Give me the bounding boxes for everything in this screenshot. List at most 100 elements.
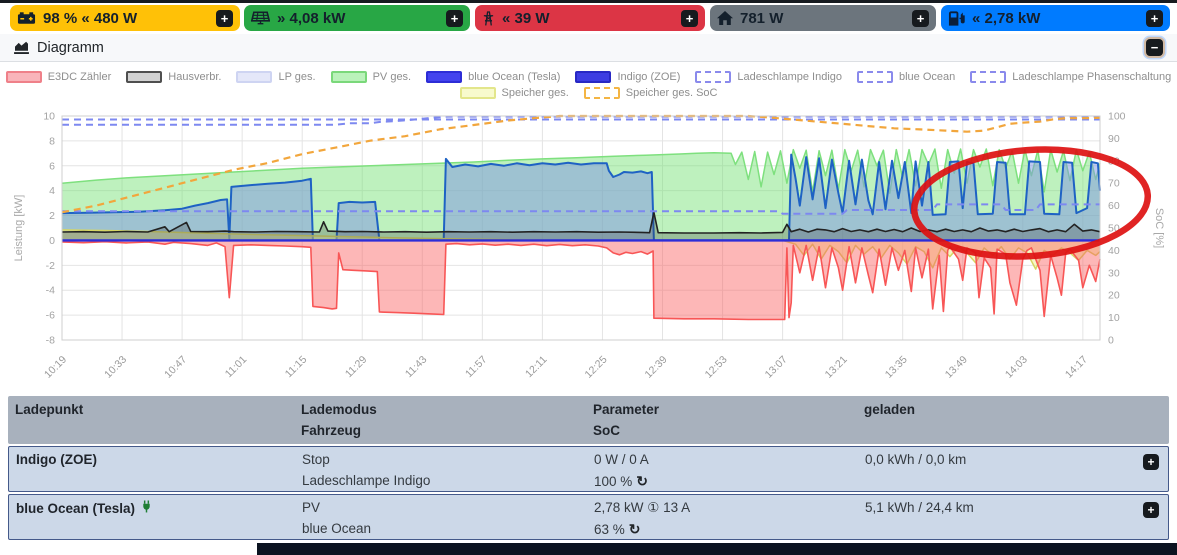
x-tick: 13:35: [883, 354, 910, 381]
footer-bar: [257, 543, 1177, 555]
x-tick: 14:03: [1003, 354, 1030, 381]
legend-label: Speicher ges.: [501, 87, 569, 99]
y-left-tick: 4: [49, 185, 55, 197]
legend-item-speicher-ges[interactable]: Speicher ges.: [459, 87, 569, 99]
legend-item-blue-ocean-tesla[interactable]: blue Ocean (Tesla): [426, 71, 560, 83]
pv-badge-text: » 4,08 kW: [277, 9, 346, 27]
x-tick: 12:25: [582, 354, 609, 381]
refresh-soc-icon[interactable]: ↻: [636, 473, 649, 489]
grid-pylon-icon: [482, 10, 495, 26]
series-fill-e3dc: [62, 240, 1100, 320]
legend-item-indigo-zoe[interactable]: Indigo (ZOE): [575, 71, 680, 83]
house-badge-expand-button[interactable]: +: [912, 9, 929, 27]
legend-item-blue-ocean[interactable]: blue Ocean: [857, 71, 955, 83]
y-left-tick: 0: [49, 235, 55, 247]
x-tick: 12:53: [703, 354, 730, 381]
power-chart[interactable]: -8-6-4-20246810010203040506070809010010:…: [0, 110, 1177, 394]
y-right-tick: 20: [1108, 290, 1120, 302]
series-line-pv: [61, 148, 1101, 194]
pv-badge-expand-button[interactable]: +: [446, 9, 463, 27]
legend-label: Indigo (ZOE): [617, 71, 681, 83]
y-left-tick: -8: [46, 335, 55, 347]
series-line-ls_phasen: [62, 203, 1100, 215]
x-tick: 10:47: [162, 354, 189, 381]
battery-status-badge: 98 % « 480 W +: [10, 5, 240, 31]
vehicle-name: Ladeschlampe Indigo: [302, 473, 431, 488]
legend-label: Speicher ges. SoC: [625, 87, 718, 99]
plot-border: [61, 115, 1101, 341]
y-right-tick: 50: [1108, 223, 1120, 235]
series-line-blue_ocean_dash: [62, 115, 1100, 126]
plus-icon: +: [916, 10, 925, 26]
legend-item-hausverbr[interactable]: Hausverbr.: [126, 71, 221, 83]
x-tick: 11:15: [283, 354, 310, 381]
x-tick: 11:43: [403, 354, 430, 381]
chart-icon: [14, 41, 29, 54]
x-tick: 12:11: [523, 354, 550, 381]
legend-item-speicher-ges-soc[interactable]: Speicher ges. SoC: [583, 87, 718, 99]
charged-amount: 5,1 kWh / 24,4 km: [865, 500, 974, 515]
y-left-tick: 8: [49, 135, 55, 147]
x-tick: 12:39: [643, 354, 670, 381]
panel-title: Diagramm: [37, 39, 104, 56]
y-left-tick: 10: [43, 111, 55, 123]
chargepoint-badge-text: « 2,78 kW: [972, 9, 1041, 27]
y-left-tick: -4: [46, 285, 55, 297]
collapse-panel-button[interactable]: −: [1146, 39, 1163, 56]
pv-status-badge: » 4,08 kW +: [244, 5, 470, 31]
chargepoint-badge-expand-button[interactable]: +: [1146, 9, 1163, 27]
legend-swatch: [695, 71, 732, 83]
chargepoint-row-indigo: Indigo (ZOE) Stop Ladeschlampe Indigo 0 W…: [8, 446, 1169, 492]
charged-amount: 0,0 kWh / 0,0 km: [865, 452, 967, 467]
plus-icon: +: [220, 10, 229, 26]
charge-parameter: 0 W / 0 A: [594, 452, 649, 467]
plus-icon: +: [1147, 503, 1155, 517]
y-left-tick: 6: [49, 160, 55, 172]
y-right-tick: 40: [1108, 245, 1120, 257]
legend-swatch: [236, 71, 273, 83]
legend-swatch: [126, 71, 163, 83]
legend-item-ladeschlampe-indigo[interactable]: Ladeschlampe Indigo: [695, 71, 842, 83]
legend-label: Ladeschlampe Indigo: [737, 71, 842, 83]
legend-item-pv-ges[interactable]: PV ges.: [330, 71, 411, 83]
refresh-soc-icon[interactable]: ↻: [628, 521, 641, 537]
legend-item-e3dc-z-hler[interactable]: E3DC Zähler: [5, 71, 111, 83]
legend-label: blue Ocean (Tesla): [468, 71, 561, 83]
grid-badge-expand-button[interactable]: +: [681, 9, 698, 27]
diagram-panel-header: Diagramm −: [0, 34, 1177, 62]
series-fill-haus: [62, 212, 1100, 241]
solar-panel-icon: [251, 11, 270, 25]
y-right-tick: 90: [1108, 133, 1120, 145]
y-left-tick: 2: [49, 210, 55, 222]
chargepoint-name: blue Ocean (Tesla): [16, 500, 136, 516]
legend-item-ladeschlampe-phasenschaltung[interactable]: Ladeschlampe Phasenschaltung: [970, 71, 1171, 83]
chargepoint-status-badge: « 2,78 kW +: [941, 5, 1170, 31]
series-line-e3dc: [61, 240, 1101, 321]
legend-label: Ladeschlampe Phasenschaltung: [1012, 71, 1172, 83]
top-divider-bar: [0, 0, 1177, 3]
house-status-badge: 781 W +: [710, 5, 936, 31]
x-tick: 10:33: [102, 354, 129, 381]
x-tick: 13:07: [763, 354, 790, 381]
battery-badge-expand-button[interactable]: +: [216, 9, 233, 27]
charge-parameter: 2,78 kW ① 13 A: [594, 500, 691, 515]
x-tick: 11:57: [463, 354, 490, 381]
chargepoint-row-blue-ocean: blue Ocean (Tesla) PV blue Ocean 2,78 kW …: [8, 494, 1169, 540]
series-line-speicher: [61, 229, 1101, 270]
series-line-soc: [61, 114, 1101, 214]
x-tick: 10:19: [42, 354, 69, 381]
y-right-tick: 10: [1108, 312, 1120, 324]
legend-item-lp-ges[interactable]: LP ges.: [236, 71, 316, 83]
legend-swatch: [426, 71, 463, 83]
legend-swatch: [857, 71, 893, 83]
chargepoint-row-expand-button[interactable]: +: [1143, 454, 1159, 470]
legend-row-2: Speicher ges. Speicher ges. SoC: [459, 87, 718, 99]
grid-badge-text: « 39 W: [502, 9, 550, 27]
charge-mode: Stop: [302, 452, 330, 467]
y-right-axis-title: SoC [%]: [1153, 208, 1165, 248]
chargepoint-row-expand-button[interactable]: +: [1143, 502, 1159, 518]
y-left-axis-title: Leistung [kW]: [13, 195, 25, 262]
annotation-ellipse: [910, 146, 1152, 260]
x-tick: 14:17: [1063, 354, 1090, 381]
chargepoint-table-header: Ladepunkt Lademodus Fahrzeug Parameter SoC…: [8, 396, 1169, 444]
